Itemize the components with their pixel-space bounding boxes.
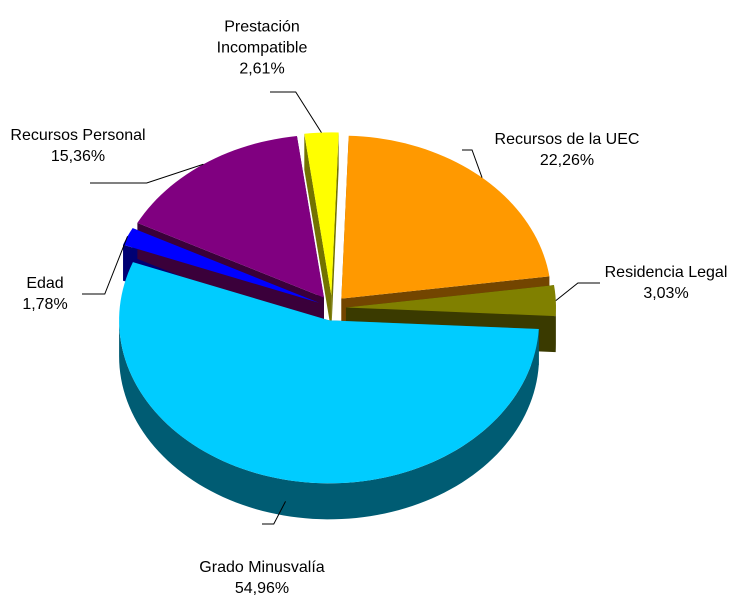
slice bbox=[123, 228, 320, 303]
label-value: 1,78% bbox=[22, 296, 68, 313]
data-label: Prestación Incompatible 2,61% bbox=[202, 17, 322, 80]
slice bbox=[304, 132, 339, 296]
label-value: 22,26% bbox=[539, 152, 595, 169]
leader-line bbox=[555, 282, 600, 302]
leader-line bbox=[262, 501, 286, 525]
leader-line bbox=[90, 163, 204, 184]
label-name: Recursos de la UEC bbox=[494, 131, 640, 148]
label-name: Recursos Personal bbox=[10, 127, 146, 144]
slice bbox=[119, 262, 539, 484]
slice-wall bbox=[331, 132, 339, 332]
leader-line bbox=[82, 236, 128, 295]
label-name: Grado Minusvalía bbox=[199, 559, 325, 576]
label-value: 3,03% bbox=[643, 285, 689, 302]
label-name: Residencia Legal bbox=[604, 264, 728, 281]
pie-tops bbox=[119, 132, 556, 484]
label-name: Prestación Incompatible bbox=[216, 18, 308, 57]
slice bbox=[345, 285, 556, 317]
label-value: 54,96% bbox=[234, 580, 290, 597]
slice-side bbox=[119, 320, 539, 520]
leader-line bbox=[462, 149, 483, 178]
data-label: Recursos de la UEC 22,26% bbox=[467, 129, 667, 171]
slice-wall bbox=[304, 133, 332, 332]
slice bbox=[341, 135, 550, 299]
label-value: 2,61% bbox=[239, 60, 285, 78]
data-label: Grado Minusvalía 54,96% bbox=[172, 557, 352, 599]
label-name: Edad bbox=[26, 275, 64, 292]
slice bbox=[137, 136, 324, 298]
data-label: Edad 1,78% bbox=[5, 273, 85, 315]
leader-line bbox=[270, 91, 322, 133]
data-label: Residencia Legal 3,03% bbox=[586, 262, 746, 304]
label-value: 15,36% bbox=[50, 148, 106, 165]
data-label: Recursos Personal 15,36% bbox=[0, 125, 158, 167]
